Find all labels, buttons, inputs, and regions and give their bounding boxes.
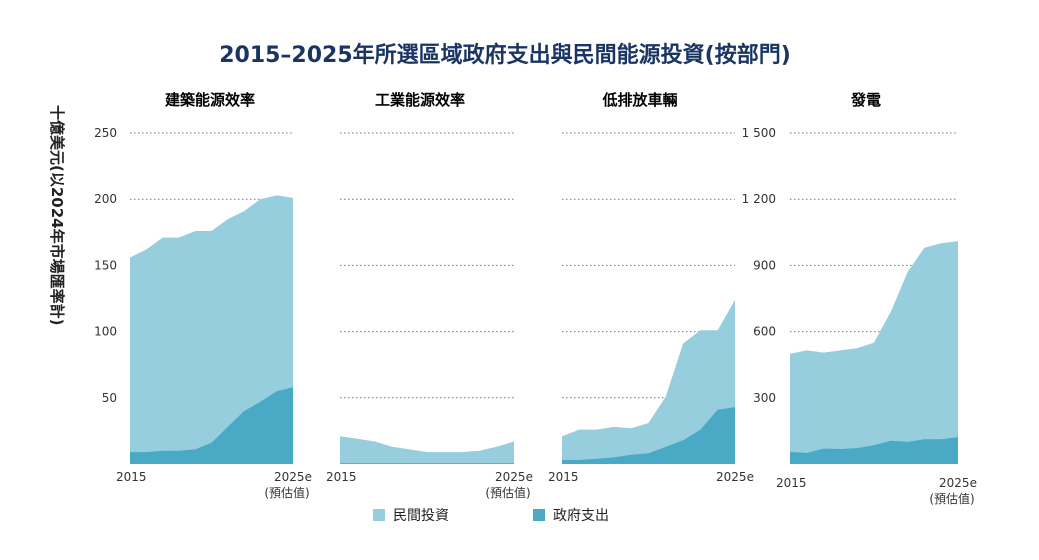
y-axis-label: 十億美元(以2024年市場匯率計) [48, 105, 66, 325]
x-tick-label-last: 2025e [495, 470, 533, 484]
x-tick-label-first: 2015 [326, 470, 357, 484]
y-tick-label: 50 [102, 391, 117, 405]
panel-title: 發電 [850, 91, 881, 109]
x-tick-label-last: 2025e [716, 470, 754, 484]
legend-label-private: 民間投資 [393, 508, 449, 524]
chart-title: 2015–2025年所選區域政府支出與民間能源投資(按部門) [219, 42, 791, 68]
x-tick-sublabel: (預估值) [929, 491, 974, 506]
y-tick-label: 1 200 [742, 192, 776, 206]
panel-industrial-efficiency: 工業能源效率 2015 2025e(預估值) [326, 91, 533, 500]
legend: 民間投資 政府支出 [373, 508, 609, 524]
legend-swatch-private [373, 509, 385, 521]
area-private-investment [562, 299, 735, 464]
panel-low-emission-vehicles: 低排放車輛 2015 2025e [548, 91, 754, 484]
area-government-spending [340, 463, 514, 464]
y-tick-label: 200 [94, 192, 117, 206]
x-tick-label-last: 2025e [274, 470, 312, 484]
area-government-spending [790, 437, 958, 464]
y-tick-label: 250 [94, 126, 117, 140]
y-tick-label: 1 500 [742, 126, 776, 140]
y-tick-label: 600 [753, 325, 776, 339]
x-tick-label-first: 2015 [776, 476, 807, 490]
y-tick-label: 900 [753, 258, 776, 272]
y-tick-label: 150 [94, 258, 117, 272]
panel-title: 低排放車輛 [601, 91, 677, 109]
legend-label-government: 政府支出 [553, 508, 609, 524]
y-tick-label: 100 [94, 325, 117, 339]
x-tick-sublabel: (預估值) [264, 485, 309, 500]
panel-power-generation: 發電 300 600 900 1 200 1 500 2015 2025e(預估值) [742, 91, 977, 506]
legend-swatch-government [533, 509, 545, 521]
panel-title: 建築能源效率 [165, 91, 255, 109]
panel-title: 工業能源效率 [375, 91, 465, 109]
x-tick-label-first: 2015 [116, 470, 147, 484]
panel-building-efficiency: 建築能源效率 50 100 150 200 250 2015 2025e(預估值) [94, 91, 312, 500]
x-tick-label-last: 2025e [939, 476, 977, 490]
y-tick-label: 300 [753, 391, 776, 405]
area-private-investment [790, 241, 958, 464]
area-private-investment [340, 436, 514, 464]
x-tick-sublabel: (預估值) [485, 485, 530, 500]
area-government-spending [130, 387, 293, 464]
area-private-investment [130, 195, 293, 464]
area-government-spending [562, 407, 735, 464]
x-tick-label-first: 2015 [548, 470, 579, 484]
